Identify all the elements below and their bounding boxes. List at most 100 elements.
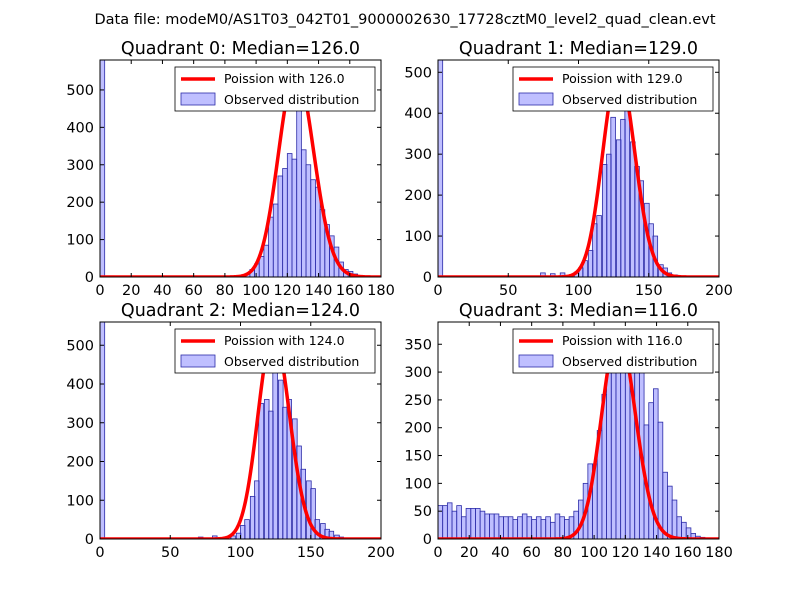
histogram [438,60,682,277]
legend-fit-label: Poission with 116.0 [562,333,683,348]
y-tick-label: 0 [85,532,94,548]
histogram [100,322,358,539]
x-tick-label: 120 [273,283,301,299]
histogram-bar [489,513,495,539]
histogram-bar [667,485,673,539]
histogram-bar [282,168,288,277]
histogram-bar [535,516,542,539]
y-tick-label: 300 [66,416,94,432]
histogram-bar [310,179,316,277]
y-tick-label: 0 [85,270,94,286]
histogram-bar [461,516,467,539]
axes-frame [437,321,720,540]
histogram-bar [559,516,565,539]
x-tick-label: 0 [433,283,442,299]
histogram-bar [648,402,654,539]
x-tick-label: 200 [367,545,395,561]
figure-title: Data file: modeM0/AS1T03_042T01_90000026… [94,12,715,28]
histogram-bar [540,272,546,277]
x-tick-label: 100 [565,283,593,299]
histogram-bar [521,513,528,539]
x-tick-label: 100 [227,545,255,561]
histogram-bar [540,519,547,539]
y-tick-label: 400 [66,377,94,393]
legend-observed-swatch [518,354,554,368]
y-tick-label: 100 [404,476,432,492]
panel-title: Quadrant 2: Median=124.0 [121,301,360,321]
legend: Poission with 126.0 Observed distribution [174,66,376,112]
histogram-bar [310,488,316,539]
histogram-bar [610,116,616,277]
histogram-bar [305,164,312,277]
x-tick-label: 40 [153,283,171,299]
y-tick-label: 0 [423,270,432,286]
legend-observed-label: Observed distribution [562,354,697,369]
histogram-bar [507,516,514,539]
x-tick-label: 150 [297,545,325,561]
legend-observed-label: Observed distribution [562,92,697,107]
y-tick-label: 300 [404,365,432,381]
histogram-bar [446,502,453,539]
histogram-bar [554,513,561,539]
histogram-bar [479,510,486,539]
y-tick-label: 500 [66,83,94,99]
histogram-bar [475,507,481,539]
histogram-bar [268,216,274,277]
x-tick-label: 60 [522,545,540,561]
y-tick-label: 0 [423,532,432,548]
y-tick-label: 500 [66,338,94,354]
histogram-bar [442,505,448,539]
histogram-bar [620,360,626,539]
histogram-bar [291,158,298,277]
histogram-bar [624,96,630,277]
histogram-bar [438,60,444,277]
x-tick-label: 50 [161,545,179,561]
histogram-bar [503,516,509,539]
x-tick-label: 0 [95,545,104,561]
legend-observed-swatch [180,354,216,368]
legend-fit-label: Poission with 126.0 [224,71,345,86]
histogram-bar [100,60,106,277]
histogram-bar [517,516,523,539]
histogram-bar [328,530,335,539]
x-tick-label: 20 [122,283,140,299]
poisson-fit-line [100,68,381,277]
x-tick-label: 80 [554,545,572,561]
histogram-bar [493,513,500,539]
y-tick-label: 350 [404,337,432,353]
x-tick-label: 140 [643,545,671,561]
x-tick-label: 100 [242,283,270,299]
histogram-bar [662,471,668,539]
poisson-fit-line [438,68,719,277]
legend-observed-label: Observed distribution [224,92,359,107]
y-tick-label: 300 [404,147,432,163]
y-tick-label: 300 [66,158,94,174]
histogram-bar [300,149,307,277]
x-tick-label: 100 [580,545,608,561]
histogram-bar [244,519,250,539]
panels-group: Quadrant 0: Median=126.00 20 40 60 80 100 120 1… [66,39,733,561]
y-tick-label: 200 [404,421,432,437]
x-tick-label: 40 [491,545,509,561]
histogram-bar [676,516,682,539]
histogram-bar [258,402,264,539]
x-tick-label: 60 [184,283,202,299]
x-tick-label: 80 [216,283,234,299]
legend-observed-swatch [180,92,216,106]
y-tick-label: 200 [66,455,94,471]
y-tick-label: 150 [404,449,432,465]
histogram-bar [263,244,269,277]
histogram-bar [286,153,293,277]
legend-observed-label: Observed distribution [224,354,359,369]
x-tick-label: 140 [305,283,333,299]
histogram-bar [531,519,537,539]
poisson-fit-line [438,330,719,539]
legend: Poission with 129.0 Observed distribution [512,66,714,112]
histogram-bar [100,322,106,539]
legend-fit-label: Poission with 124.0 [224,333,345,348]
histogram-bar [438,505,444,539]
histogram-bar [526,516,533,539]
x-tick-label: 150 [635,283,663,299]
x-tick-label: 200 [705,283,733,299]
